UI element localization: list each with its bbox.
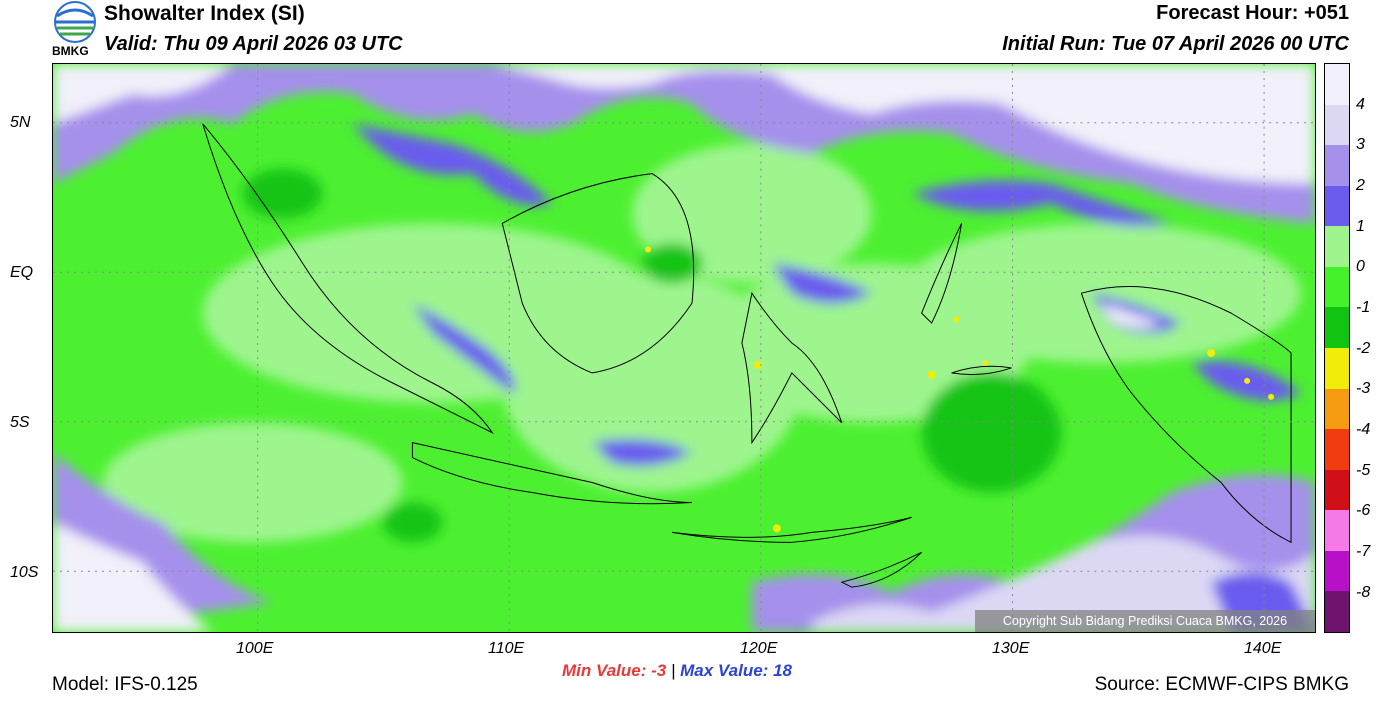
colorbar-swatch (1325, 104, 1349, 146)
valid-time: Valid: Thu 09 April 2026 03 UTC (104, 33, 403, 55)
colorbar-label: -7 (1356, 543, 1371, 560)
lon-label-130e: 130E (992, 640, 1030, 657)
max-value: 18 (773, 661, 792, 680)
colorbar-label: -3 (1356, 380, 1371, 397)
min-value-label: Min Value: (562, 661, 647, 680)
bmkg-logo-icon (54, 1, 96, 43)
colorbar-swatch (1325, 429, 1349, 471)
colorbar-swatch (1325, 185, 1349, 227)
colorbar-label: -2 (1356, 340, 1371, 357)
colorbar-swatch (1325, 591, 1349, 633)
lat-label-10s: 10S (10, 564, 39, 581)
forecast-hour: Forecast Hour: +051 (1156, 2, 1349, 24)
lon-label-110e: 110E (488, 640, 525, 657)
colorbar-label: -4 (1356, 421, 1371, 438)
lat-label-5s: 5S (10, 414, 30, 431)
model-info: Model: IFS-0.125 (52, 674, 198, 695)
min-value: -3 (651, 661, 667, 680)
colorbar-label: -1 (1356, 299, 1371, 316)
initial-run: Initial Run: Tue 07 April 2026 00 UTC (1002, 33, 1349, 55)
source-info: Source: ECMWF-CIPS BMKG (1094, 674, 1349, 695)
colorbar-swatch (1325, 510, 1349, 552)
lon-label-120e: 120E (740, 640, 778, 657)
lon-label-140e: 140E (1244, 640, 1282, 657)
colorbar-swatch (1325, 469, 1349, 511)
colorbar-swatch (1325, 550, 1349, 592)
logo-text: BMKG (52, 44, 89, 58)
colorbar-swatch (1325, 388, 1349, 430)
colorbar-swatch (1325, 145, 1349, 187)
colorbar (1324, 63, 1350, 633)
colorbar-label: -6 (1356, 502, 1371, 519)
min-max-separator: | (670, 661, 676, 680)
colorbar-swatch (1325, 226, 1349, 268)
showalter-index-map (52, 63, 1316, 633)
colorbar-swatch (1325, 266, 1349, 308)
colorbar-swatch (1325, 348, 1349, 390)
colorbar-label: 0 (1356, 258, 1365, 275)
lat-label-eq: EQ (10, 264, 34, 281)
colorbar-label: 2 (1356, 177, 1365, 194)
colorbar-label: -8 (1356, 584, 1371, 601)
colorbar-swatch (1325, 64, 1349, 106)
colorbar-label: 1 (1356, 218, 1365, 235)
lon-label-100e: 100E (236, 640, 274, 657)
lat-label-5n: 5N (10, 114, 31, 131)
colorbar-label: -5 (1356, 462, 1371, 479)
colorbar-swatch (1325, 307, 1349, 349)
min-max-values: Min Value: -3 | Max Value: 18 (562, 661, 792, 681)
colorbar-label: 4 (1356, 96, 1365, 113)
map-title: Showalter Index (SI) (104, 2, 305, 25)
copyright-notice: Copyright Sub Bidang Prediksi Cuaca BMKG… (975, 610, 1315, 632)
max-value-label: Max Value: (680, 661, 769, 680)
colorbar-label: 3 (1356, 136, 1365, 153)
